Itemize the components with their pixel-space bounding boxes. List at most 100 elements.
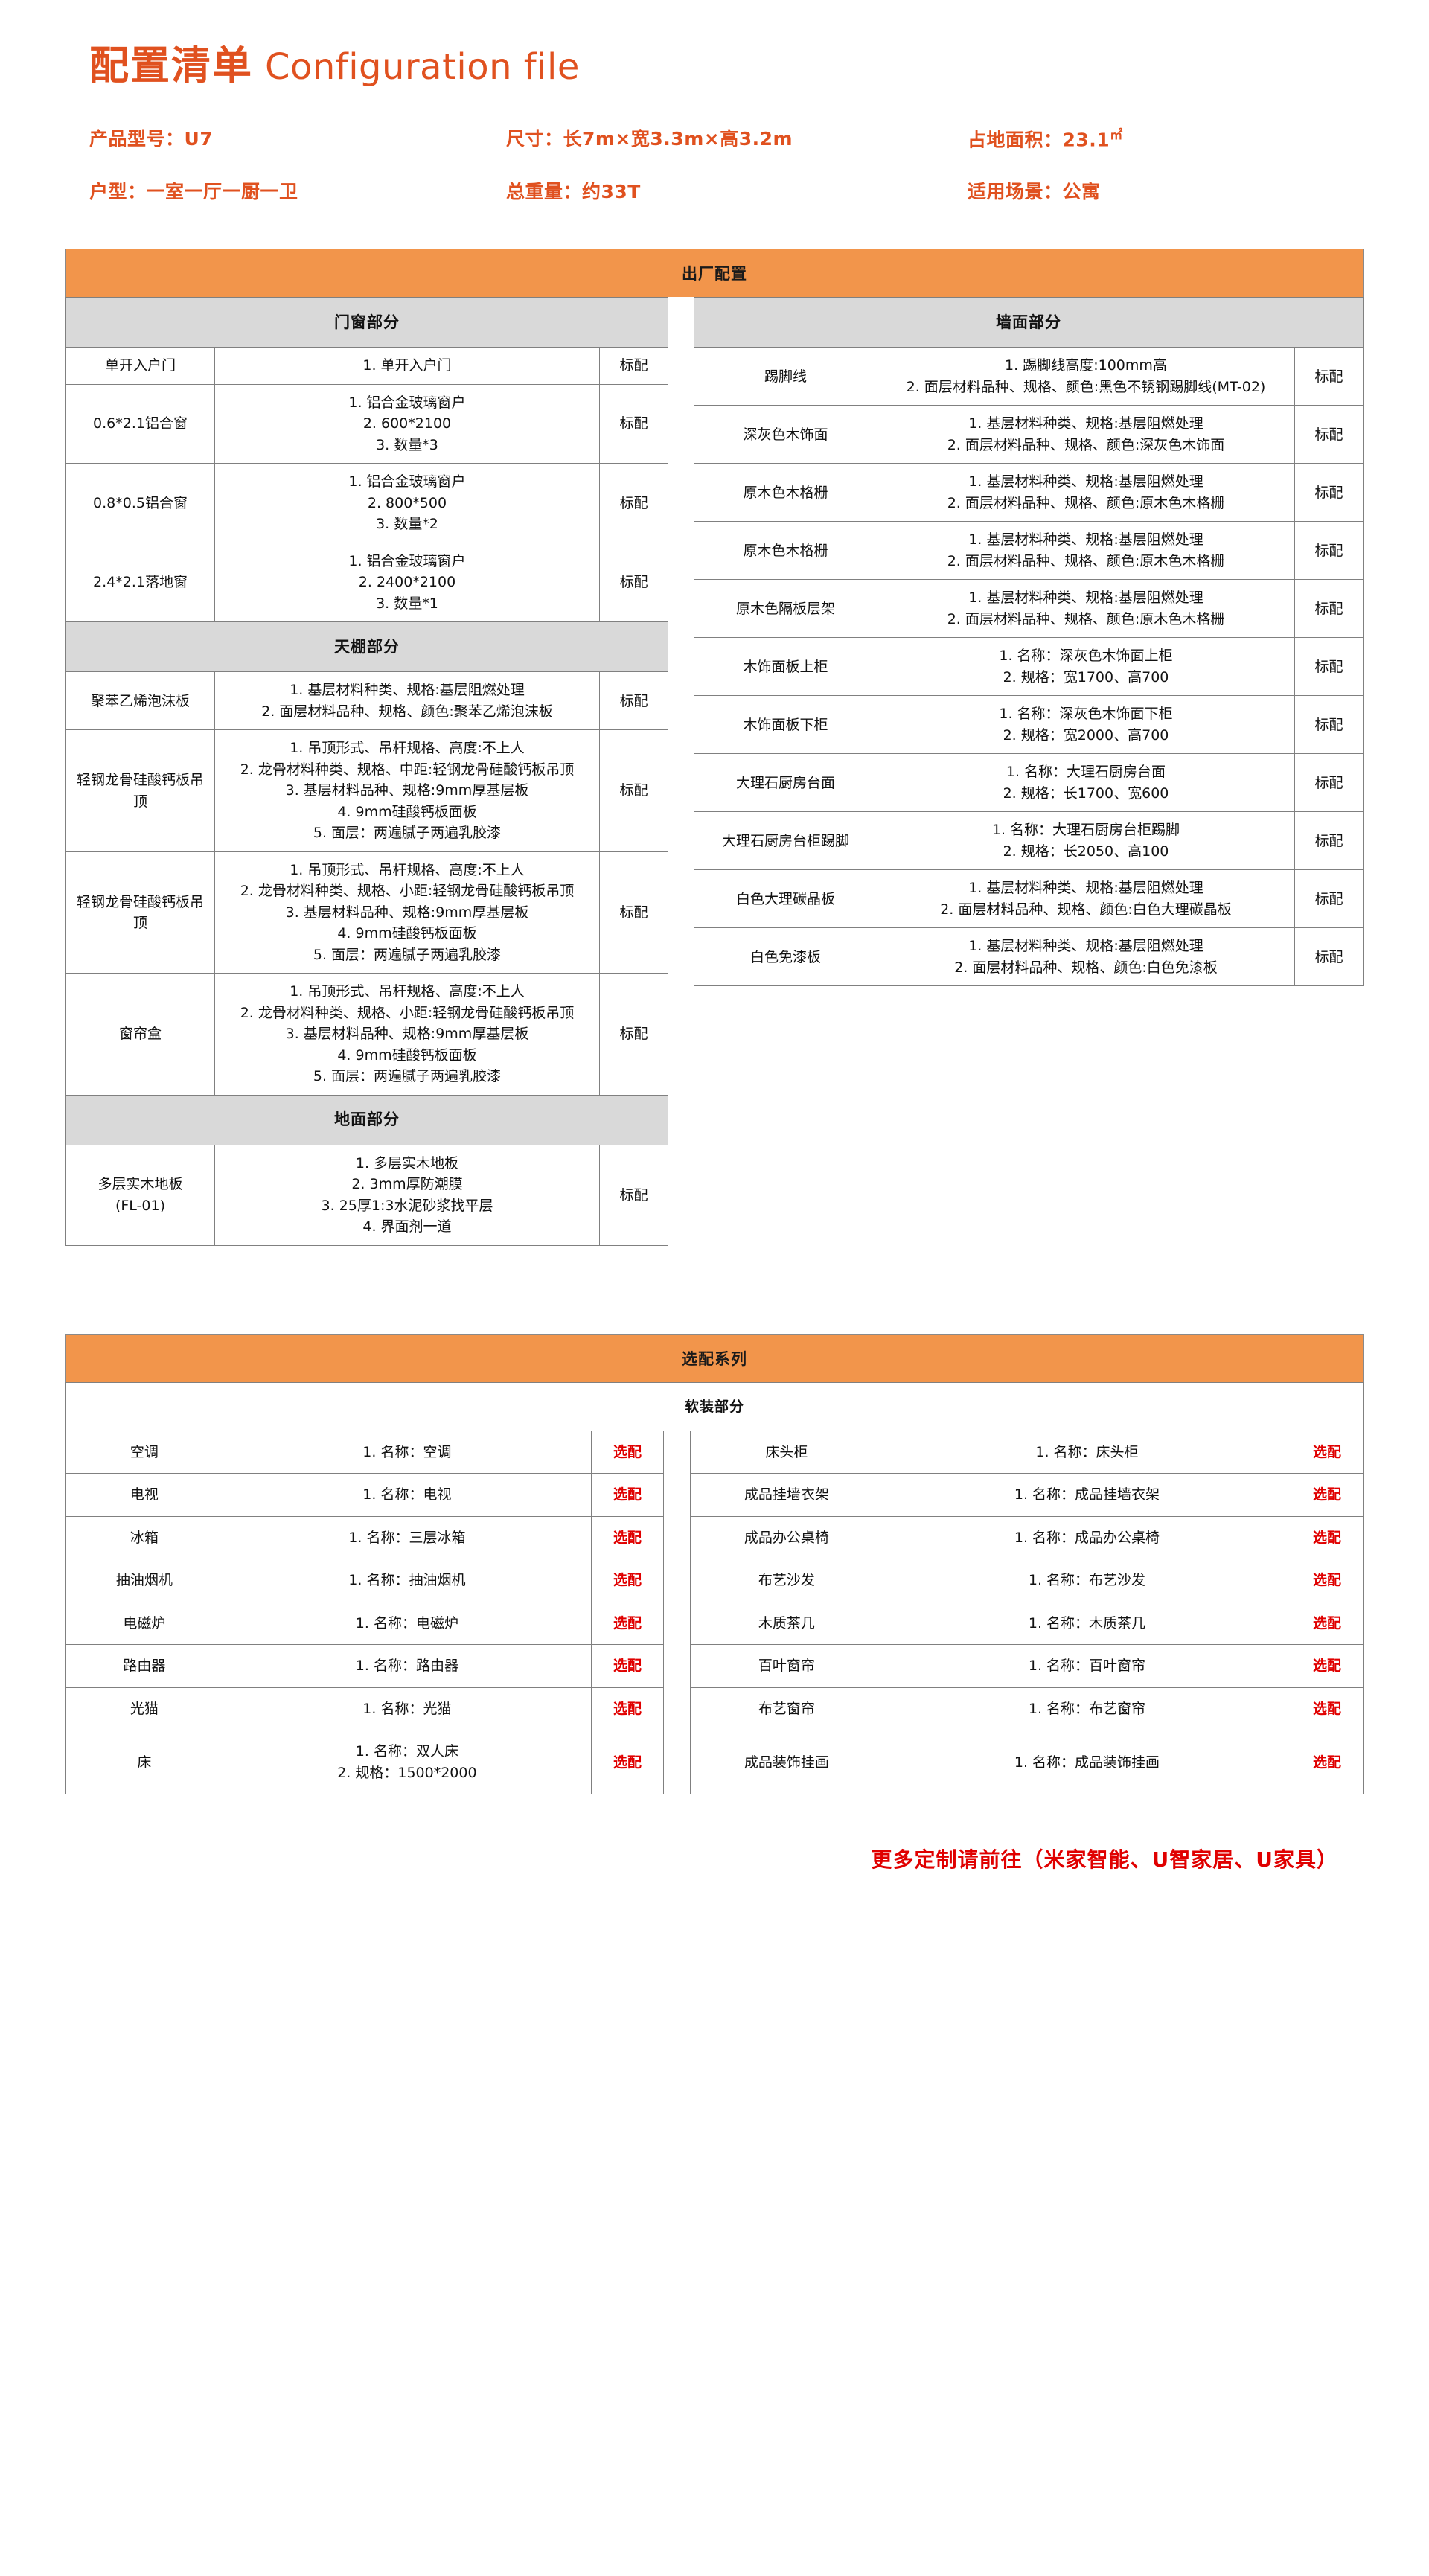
row-item-description: 1. 名称：深灰色木饰面上柜 2. 规格：宽1700、高700 — [877, 637, 1295, 697]
spec-dimensions: 尺寸：长7m×宽3.3m×高3.2m — [506, 124, 968, 152]
row-item-tag: 标配 — [598, 463, 669, 543]
spec-model-label: 产品型号： — [89, 128, 185, 150]
row-item-tag: 选配 — [591, 1473, 664, 1517]
status-badge: 选配 — [613, 1754, 642, 1771]
table-row: 多层实木地板 (FL-01) 1. 多层实木地板 2. 3mm厚防潮膜 3. 25… — [65, 1144, 669, 1246]
table-row: 路由器 1. 名称：路由器 选配 百叶窗帘 1. 名称：百叶窗帘 选配 — [65, 1644, 1364, 1688]
table-row: 光猫 1. 名称：光猫 选配 布艺窗帘 1. 名称：布艺窗帘 选配 — [65, 1687, 1364, 1731]
table-row: 电视 1. 名称：电视 选配 成品挂墙衣架 1. 名称：成品挂墙衣架 选配 — [65, 1473, 1364, 1517]
row-item-description: 1. 名称：成品挂墙衣架 — [882, 1473, 1291, 1517]
row-item-name: 0.6*2.1铝合窗 — [65, 383, 215, 464]
column-gap — [663, 1559, 691, 1602]
spec-area-value: 23.1 — [1062, 129, 1110, 151]
row-item-description: 1. 名称：木质茶几 — [882, 1601, 1291, 1646]
row-item-name: 木质茶几 — [689, 1601, 883, 1646]
row-item-tag: 选配 — [1290, 1687, 1364, 1731]
product-specs: 产品型号：U7 尺寸：长7m×宽3.3m×高3.2m 占地面积：23.1㎡ 户型… — [89, 124, 1355, 204]
section-header-row: 地面部分 — [65, 1094, 668, 1145]
factory-left-table: 门窗部分 单开入户门 1. 单开入户门 标配 0.6*2.1铝合窗 1. 铝合金玻璃窗户 … — [65, 297, 669, 1246]
row-item-name: 原木色隔板层架 — [694, 579, 877, 639]
row-item-name: 成品装饰挂画 — [689, 1730, 883, 1795]
row-item-description: 1. 名称：大理石厨房台面 2. 规格：长1700、宽600 — [877, 753, 1295, 813]
status-badge: 标配 — [1314, 484, 1343, 501]
status-badge: 标配 — [619, 1026, 648, 1043]
spec-area: 占地面积：23.1㎡ — [968, 124, 1355, 152]
row-item-name: 窗帘盒 — [65, 973, 215, 1096]
section-title: 天棚部分 — [65, 621, 668, 673]
row-item-description: 1. 名称：成品装饰挂画 — [882, 1730, 1291, 1795]
table-row: 原木色隔板层架 1. 基层材料种类、规格:基层阻燃处理 2. 面层材料品种、规格、… — [694, 579, 1364, 639]
row-item-tag: 选配 — [1290, 1473, 1364, 1517]
factory-left-column: 门窗部分 单开入户门 1. 单开入户门 标配 0.6*2.1铝合窗 1. 铝合金玻璃窗户 … — [65, 297, 669, 1246]
row-item-description: 1. 名称：床头柜 — [882, 1430, 1291, 1474]
spec-area-unit: ㎡ — [1110, 128, 1123, 143]
table-row: 原木色木格栅 1. 基层材料种类、规格:基层阻燃处理 2. 面层材料品种、规格、颜… — [694, 521, 1364, 581]
optional-series-band: 选配系列 — [65, 1333, 1364, 1382]
row-item-name: 木饰面板上柜 — [694, 637, 877, 697]
status-badge: 标配 — [1314, 658, 1343, 675]
status-badge: 标配 — [1314, 948, 1343, 965]
section-title: 门窗部分 — [65, 297, 668, 348]
status-badge: 标配 — [1314, 426, 1343, 443]
factory-right-column: 墙面部分 踢脚线 1. 踢脚线高度:100mm高 2. 面层材料品种、规格、颜色:黑… — [694, 297, 1364, 987]
row-item-name: 木饰面板下柜 — [694, 695, 877, 755]
table-row: 大理石厨房台面 1. 名称：大理石厨房台面 2. 规格：长1700、宽600 标配 — [694, 753, 1364, 813]
row-item-name: 床 — [65, 1730, 223, 1795]
row-item-tag: 标配 — [1294, 927, 1364, 987]
row-item-name: 光猫 — [65, 1687, 223, 1731]
column-gap — [663, 1602, 691, 1645]
row-item-tag: 标配 — [1294, 347, 1364, 406]
table-row: 白色大理碳晶板 1. 基层材料种类、规格:基层阻燃处理 2. 面层材料品种、规格、… — [694, 869, 1364, 929]
status-badge: 选配 — [1312, 1529, 1341, 1546]
row-item-description: 1. 基层材料种类、规格:基层阻燃处理 2. 面层材料品种、规格、颜色:原木色木… — [877, 463, 1295, 522]
row-item-name: 布艺沙发 — [689, 1559, 883, 1602]
status-badge: 选配 — [1312, 1443, 1341, 1460]
row-item-tag: 标配 — [1294, 869, 1364, 929]
row-item-tag: 选配 — [1290, 1559, 1364, 1602]
row-item-name: 布艺窗帘 — [689, 1687, 883, 1731]
table-row: 原木色木格栅 1. 基层材料种类、规格:基层阻燃处理 2. 面层材料品种、规格、颜… — [694, 463, 1364, 522]
row-item-tag: 选配 — [591, 1644, 664, 1688]
status-badge: 标配 — [1314, 542, 1343, 559]
table-row: 2.4*2.1落地窗 1. 铝合金玻璃窗户 2. 2400*2100 3. 数量*… — [65, 542, 669, 623]
section-header-row: 天棚部分 — [65, 621, 668, 673]
column-gap — [663, 1516, 691, 1559]
row-item-name: 踢脚线 — [694, 347, 877, 406]
status-badge: 标配 — [1314, 890, 1343, 907]
row-item-description: 1. 铝合金玻璃窗户 2. 2400*2100 3. 数量*1 — [214, 542, 600, 623]
spec-layout-label: 户型： — [89, 181, 147, 203]
row-item-name: 原木色木格栅 — [694, 521, 877, 581]
row-item-name: 多层实木地板 (FL-01) — [65, 1144, 215, 1246]
section-header-row: 墙面部分 — [694, 297, 1364, 348]
status-badge: 选配 — [1312, 1572, 1341, 1589]
section-title: 地面部分 — [65, 1094, 668, 1145]
status-badge: 标配 — [1314, 368, 1343, 385]
row-item-tag: 标配 — [598, 973, 669, 1096]
status-badge: 选配 — [613, 1486, 642, 1503]
row-item-name: 成品挂墙衣架 — [689, 1473, 883, 1517]
row-item-description: 1. 基层材料种类、规格:基层阻燃处理 2. 面层材料品种、规格、颜色:白色免漆… — [877, 927, 1295, 987]
row-item-tag: 标配 — [1294, 637, 1364, 697]
spec-scenario: 适用场景：公寓 — [968, 177, 1355, 204]
table-row: 0.6*2.1铝合窗 1. 铝合金玻璃窗户 2. 600*2100 3. 数量*3… — [65, 383, 669, 464]
row-item-tag: 标配 — [1294, 405, 1364, 464]
row-item-name: 床头柜 — [689, 1430, 883, 1474]
row-item-name: 深灰色木饰面 — [694, 405, 877, 464]
row-item-description: 1. 吊顶形式、吊杆规格、高度:不上人 2. 龙骨材料种类、规格、中距:轻钢龙骨… — [214, 729, 600, 852]
table-row: 白色免漆板 1. 基层材料种类、规格:基层阻燃处理 2. 面层材料品种、规格、颜色… — [694, 927, 1364, 987]
page-header: 配置清单 Configuration file — [0, 0, 1429, 86]
column-gap — [663, 1644, 691, 1688]
spec-weight-value: 约33T — [582, 181, 641, 203]
table-row: 轻钢龙骨硅酸钙板吊顶 1. 吊顶形式、吊杆规格、高度:不上人 2. 龙骨材料种类、… — [65, 729, 669, 852]
row-item-description: 1. 名称：光猫 — [222, 1687, 592, 1731]
row-item-tag: 选配 — [1290, 1644, 1364, 1688]
row-item-tag: 标配 — [598, 851, 669, 974]
row-item-name: 轻钢龙骨硅酸钙板吊顶 — [65, 729, 215, 852]
row-item-description: 1. 名称：百叶窗帘 — [882, 1644, 1291, 1688]
page-title-en: Configuration file — [265, 46, 580, 88]
table-row: 空调 1. 名称：空调 选配 床头柜 1. 名称：床头柜 选配 — [65, 1430, 1364, 1474]
row-item-name: 0.8*0.5铝合窗 — [65, 463, 215, 543]
row-item-tag: 标配 — [598, 383, 669, 464]
row-item-name: 白色免漆板 — [694, 927, 877, 987]
table-row: 大理石厨房台柜踢脚 1. 名称：大理石厨房台柜踢脚 2. 规格：长2050、高10… — [694, 811, 1364, 871]
